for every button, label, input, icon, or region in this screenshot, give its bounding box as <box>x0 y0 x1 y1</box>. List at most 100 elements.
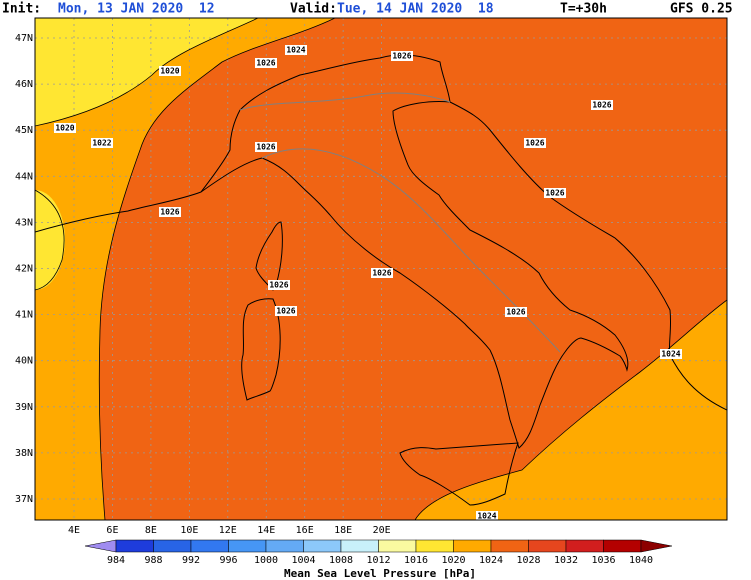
colorbar-box <box>415 539 454 553</box>
colorbar-label: 1028 <box>516 555 540 566</box>
lon-label: 6E <box>106 525 118 536</box>
colorbar-box <box>603 539 642 553</box>
colorbar-box <box>153 539 192 553</box>
valid-time: Tue, 14 JAN 2020 18 <box>337 2 494 17</box>
model-name: GFS 0.25 <box>670 2 733 17</box>
colorbar-box <box>490 539 529 553</box>
colorbar-low <box>84 539 117 553</box>
coastline <box>200 54 451 193</box>
lat-label: 37N <box>15 494 33 505</box>
lat-label: 43N <box>15 217 33 228</box>
lat-label: 45N <box>15 125 33 136</box>
contour-label: 1024 <box>286 46 305 55</box>
colorbar-box <box>528 539 567 553</box>
contour-label: 1026 <box>592 101 611 110</box>
lon-label: 18E <box>334 525 352 536</box>
lon-label: 8E <box>145 525 157 536</box>
init-label: Init: <box>2 2 41 17</box>
contour-label-bg <box>268 280 290 290</box>
valid-label: Valid: <box>290 2 337 17</box>
lat-label: 41N <box>15 310 33 321</box>
map-area: 1024 1026 1020 1026 1020 1022 1026 1026 1026 1026… <box>35 18 727 521</box>
contour-label-bg <box>591 100 613 110</box>
contour-label-bg <box>524 138 546 148</box>
lead-time: T=+30h <box>560 2 607 17</box>
contour-label-bg <box>255 142 277 152</box>
contour-label-bg <box>91 138 113 148</box>
lat-label: 47N <box>15 33 33 44</box>
contour-label: 1024 <box>477 512 496 521</box>
coastline <box>241 298 281 401</box>
colorbar-label: 1016 <box>404 555 428 566</box>
contour-label: 1024 <box>661 350 680 359</box>
coastline <box>255 221 283 291</box>
colorbar-label: 1040 <box>629 555 653 566</box>
lat-label: 40N <box>15 356 33 367</box>
colorbar-label: 1008 <box>329 555 353 566</box>
colorbar-box <box>265 539 304 553</box>
colorbar-label: 1020 <box>441 555 465 566</box>
contour-label-bg <box>505 307 527 317</box>
contour-label: 1026 <box>392 52 411 61</box>
colorbar-label: 992 <box>182 555 200 566</box>
contour-label: 1026 <box>372 269 391 278</box>
contour-label: 1026 <box>276 307 295 316</box>
isobar <box>35 18 259 127</box>
map-frame <box>34 17 728 521</box>
contour-label: 1026 <box>256 59 275 68</box>
coastline <box>35 101 727 449</box>
contour-label-bg <box>476 511 498 520</box>
lat-label: 42N <box>15 264 33 275</box>
colorbar-high <box>640 539 673 553</box>
colorbar-label: 1012 <box>366 555 390 566</box>
colorbar-box <box>340 539 379 553</box>
contour-label: 1026 <box>256 143 275 152</box>
colorbar-label: 984 <box>107 555 125 566</box>
colorbar-box <box>228 539 267 553</box>
colorbar-label: 988 <box>144 555 162 566</box>
colorbar-box <box>303 539 342 553</box>
colorbar-label: 1000 <box>254 555 278 566</box>
field-1016-1020 <box>35 18 258 126</box>
colorbar-label: 1032 <box>554 555 578 566</box>
init-time: Mon, 13 JAN 2020 12 <box>58 2 215 17</box>
contour-label-bg <box>660 349 682 359</box>
lon-label: 14E <box>257 525 275 536</box>
colorbar-box <box>115 539 154 553</box>
contour-label-bg <box>159 207 181 217</box>
isobar <box>414 299 727 520</box>
lon-label: 20E <box>373 525 391 536</box>
contour-label-bg <box>159 66 181 76</box>
colorbar-box <box>453 539 492 553</box>
contour-label-bg <box>391 51 413 61</box>
lat-label: 44N <box>15 171 33 182</box>
colorbar-label: 996 <box>219 555 237 566</box>
contour-label-bg <box>54 123 76 133</box>
contour-label: 1026 <box>545 189 564 198</box>
contour-label: 1022 <box>92 139 111 148</box>
lon-label: 16E <box>296 525 314 536</box>
coastline <box>399 442 519 506</box>
contour-label: 1020 <box>160 67 179 76</box>
contour-label: 1026 <box>506 308 525 317</box>
contour-label-bg <box>275 306 297 316</box>
colorbar-box <box>565 539 604 553</box>
lon-label: 12E <box>219 525 237 536</box>
field-1020-1024-south <box>415 300 727 520</box>
lon-label: 4E <box>68 525 80 536</box>
lat-label: 46N <box>15 79 33 90</box>
border <box>239 92 451 111</box>
contour-label-bg <box>544 188 566 198</box>
colorbar-box <box>378 539 417 553</box>
isobar <box>35 189 65 291</box>
contour-label: 1026 <box>525 139 544 148</box>
colorbar-box <box>190 539 229 553</box>
lat-label: 39N <box>15 402 33 413</box>
colorbar-label: 1004 <box>291 555 315 566</box>
contour-label: 1026 <box>160 208 179 217</box>
contour-label-bg <box>371 268 393 278</box>
lon-label: 10E <box>180 525 198 536</box>
contour-label-bg <box>285 45 307 55</box>
contour-label-bg <box>255 58 277 68</box>
